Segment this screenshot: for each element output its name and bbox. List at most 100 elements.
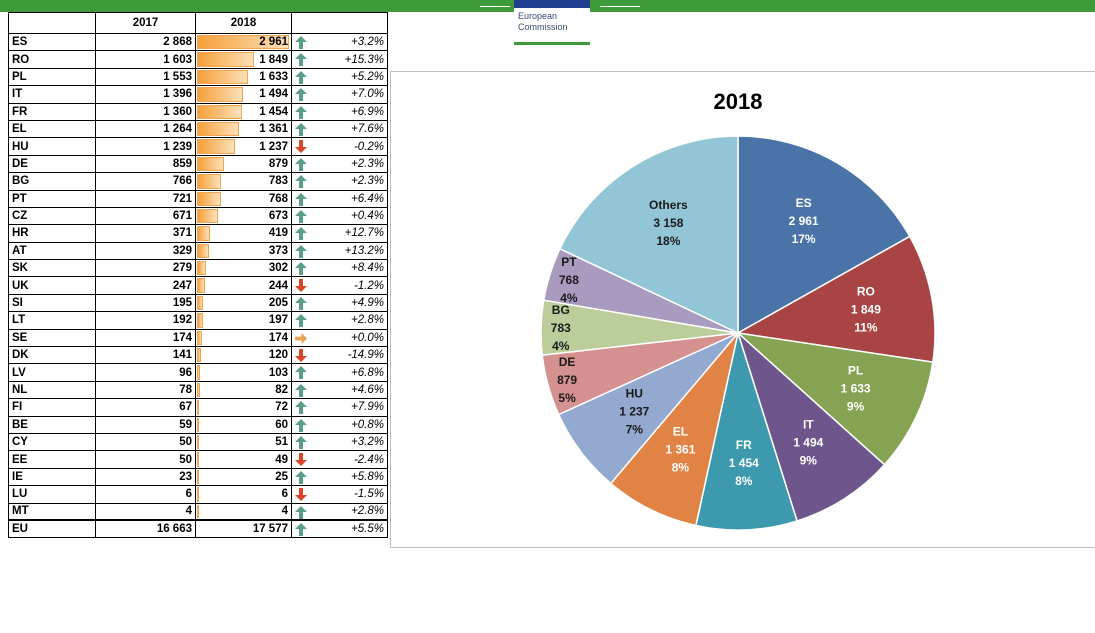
right-arrow-icon bbox=[295, 332, 307, 344]
change-value: -14.9% bbox=[347, 349, 384, 362]
change-value: +3.2% bbox=[351, 36, 384, 49]
change-value: +2.8% bbox=[351, 314, 384, 327]
data-bar bbox=[197, 313, 203, 328]
value-2018-cell: 174 bbox=[195, 328, 292, 348]
table-row: LT 192 197 +2.8% bbox=[8, 311, 388, 330]
data-bar bbox=[197, 139, 235, 154]
table-row: SE 174 174 +0.0% bbox=[8, 328, 388, 348]
banner-stripe bbox=[480, 6, 510, 7]
value-2017: 78 bbox=[95, 380, 196, 400]
data-bar bbox=[197, 469, 199, 485]
table-header-row: 2017 2018 bbox=[8, 12, 388, 34]
data-bar bbox=[197, 69, 248, 85]
change-value: +3.2% bbox=[351, 436, 384, 449]
change-cell: +4.6% bbox=[291, 380, 388, 400]
total-2018-cell: 17 577 bbox=[195, 519, 292, 539]
value-2018-cell: 1 454 bbox=[195, 102, 292, 121]
change-value: +4.9% bbox=[351, 297, 384, 310]
change-value: +7.6% bbox=[351, 123, 384, 136]
pie-slice-es bbox=[737, 135, 911, 335]
change-cell: +5.2% bbox=[291, 67, 388, 87]
slice-percent: 17% bbox=[792, 232, 816, 246]
value-2017: 1 603 bbox=[95, 50, 196, 69]
value-2017: 247 bbox=[95, 276, 196, 295]
value-2018: 103 bbox=[268, 366, 288, 379]
up-arrow-icon bbox=[295, 70, 307, 84]
table-row: CZ 671 673 +0.4% bbox=[8, 206, 388, 226]
change-cell: +6.9% bbox=[291, 102, 388, 121]
up-arrow-icon bbox=[295, 262, 307, 276]
country-code: BE bbox=[8, 415, 96, 434]
up-arrow-icon bbox=[295, 314, 307, 328]
value-2018-cell: 103 bbox=[195, 363, 292, 382]
change-cell: +2.8% bbox=[291, 311, 388, 330]
pie-label-bg: BG 783 4% bbox=[551, 303, 571, 353]
banner-stripe bbox=[600, 6, 640, 7]
pie-label-de: DE 879 5% bbox=[557, 355, 577, 405]
up-arrow-icon bbox=[295, 401, 307, 415]
up-arrow-icon bbox=[295, 227, 307, 241]
country-code: CY bbox=[8, 432, 96, 452]
slice-value: 1 454 bbox=[729, 456, 759, 470]
value-2018: 49 bbox=[275, 453, 288, 466]
slice-percent: 7% bbox=[626, 423, 644, 437]
country-code: ES bbox=[8, 32, 96, 52]
country-code: LU bbox=[8, 485, 96, 504]
slice-label: FR bbox=[736, 438, 752, 452]
table-row: UK 247 244 -1.2% bbox=[8, 276, 388, 295]
country-code: EL bbox=[8, 119, 96, 139]
value-2018-cell: 51 bbox=[195, 432, 292, 452]
pie-label-ro: RO 1 849 11% bbox=[851, 285, 881, 335]
country-code: FI bbox=[8, 398, 96, 417]
data-bar bbox=[197, 121, 239, 137]
change-value: +7.9% bbox=[351, 401, 384, 414]
slice-value: 783 bbox=[551, 321, 571, 335]
data-bar bbox=[197, 156, 224, 172]
total-change-cell: +5.5% bbox=[291, 519, 388, 539]
data-bar bbox=[197, 487, 199, 502]
value-2018: 174 bbox=[268, 331, 288, 344]
pie-slice-fr bbox=[695, 330, 798, 531]
country-code: UK bbox=[8, 276, 96, 295]
logo-line-1: European bbox=[518, 11, 558, 21]
value-2018-cell: 25 bbox=[195, 467, 292, 487]
data-bar bbox=[197, 434, 199, 450]
value-2018-cell: 82 bbox=[195, 380, 292, 400]
slice-label: DE bbox=[559, 355, 576, 369]
value-2018: 2 961 bbox=[259, 36, 288, 49]
change-value: -0.2% bbox=[353, 140, 384, 153]
pie-label-others: Others 3 158 18% bbox=[649, 198, 688, 248]
value-2017: 671 bbox=[95, 206, 196, 226]
change-value: +13.2% bbox=[344, 244, 384, 257]
header-change bbox=[291, 12, 388, 34]
change-cell: -1.2% bbox=[291, 276, 388, 295]
country-code: LV bbox=[8, 363, 96, 382]
table-row: BG 766 783 +2.3% bbox=[8, 172, 388, 191]
total-row: EU 16 663 17 577 +5.5% bbox=[8, 519, 388, 539]
change-value: +15.3% bbox=[344, 53, 384, 66]
pie-slice-ro bbox=[735, 235, 936, 364]
eu-flag-icon bbox=[514, 0, 590, 8]
up-arrow-icon bbox=[295, 53, 307, 67]
change-cell: +12.7% bbox=[291, 224, 388, 243]
pie-label-el: EL 1 361 8% bbox=[665, 425, 695, 475]
value-2017: 329 bbox=[95, 241, 196, 261]
up-arrow-icon bbox=[295, 157, 307, 171]
data-bar bbox=[197, 382, 200, 398]
value-2018-cell: 2 961 bbox=[195, 32, 292, 52]
total-change: +5.5% bbox=[351, 523, 384, 536]
change-cell: +3.2% bbox=[291, 432, 388, 452]
change-value: +7.0% bbox=[351, 88, 384, 101]
table-row: MT 4 4 +2.8% bbox=[8, 502, 388, 521]
up-arrow-icon bbox=[295, 296, 307, 310]
value-2018: 25 bbox=[275, 470, 288, 483]
table-row: BE 59 60 +0.8% bbox=[8, 415, 388, 434]
value-2018: 373 bbox=[268, 244, 288, 257]
up-arrow-icon bbox=[295, 192, 307, 206]
value-2018: 244 bbox=[268, 279, 288, 292]
change-cell: +0.0% bbox=[291, 328, 388, 348]
slice-percent: 18% bbox=[656, 234, 680, 248]
change-value: +0.4% bbox=[351, 210, 384, 223]
slice-label: EL bbox=[673, 425, 688, 439]
value-2018: 4 bbox=[281, 505, 288, 518]
